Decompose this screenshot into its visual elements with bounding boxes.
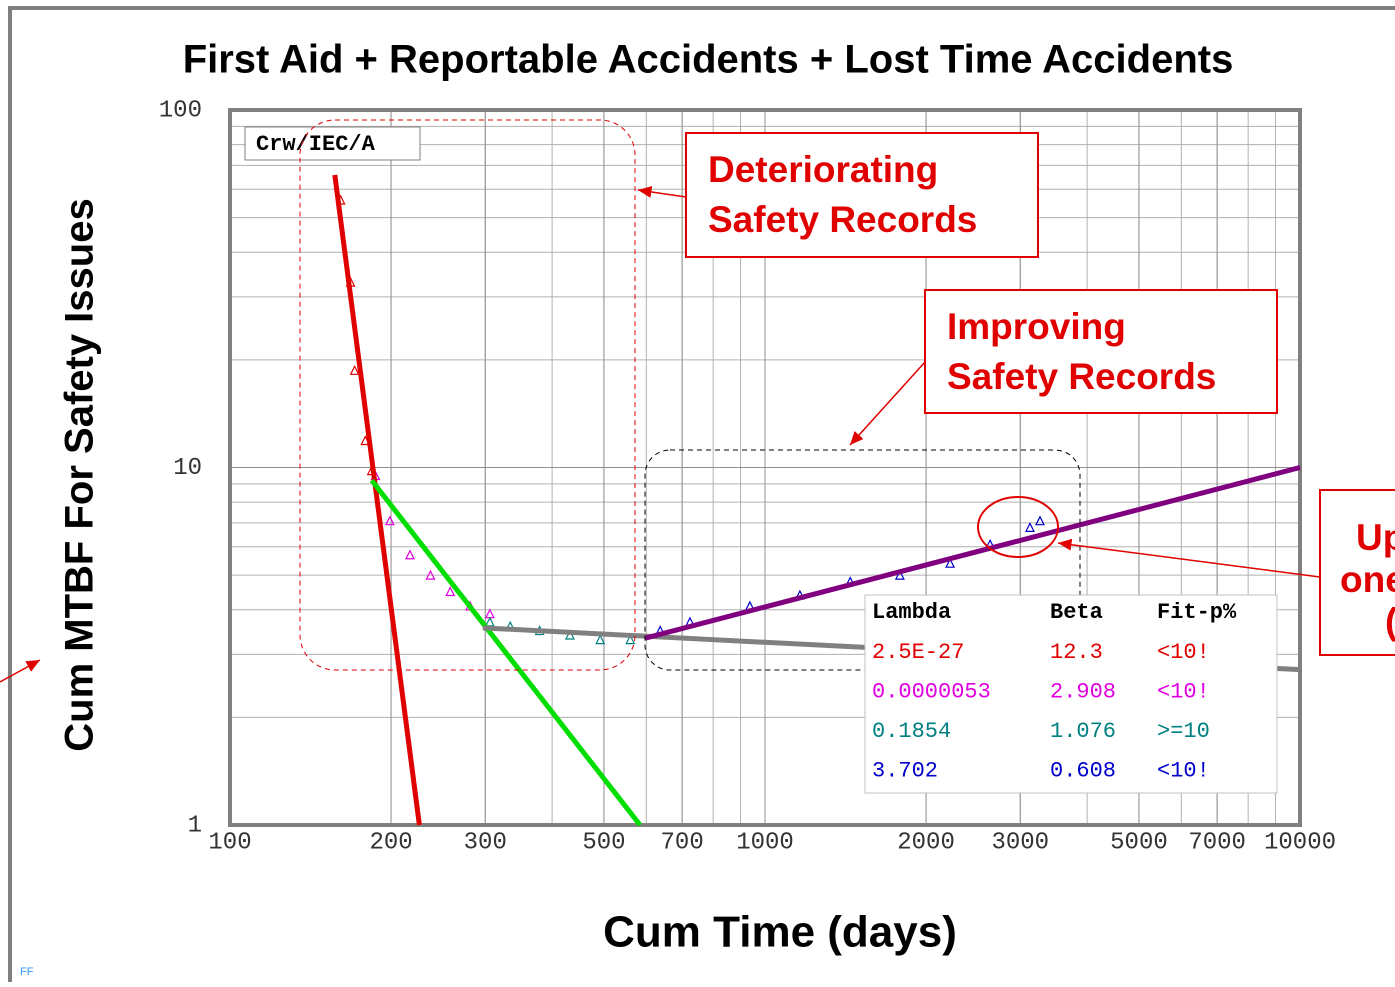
table-cell: <10! (1157, 758, 1210, 783)
x-tick-label: 500 (582, 829, 625, 856)
callout-text: Safety Records (947, 356, 1216, 397)
y-axis-label: Cum MTBF For Safety Issues (58, 198, 102, 751)
x-tick-label: 3000 (991, 829, 1049, 856)
chart-title: First Aid + Reportable Accidents + Lost … (183, 38, 1234, 82)
x-tick-label: 300 (464, 829, 507, 856)
callout-text: Up (1356, 517, 1395, 558)
deteriorating-region (299, 119, 636, 671)
arrow (0, 659, 41, 683)
callout-box (1319, 489, 1395, 656)
data-point (405, 549, 415, 560)
x-tick-label: 700 (661, 829, 704, 856)
data-point (625, 634, 636, 645)
callout-text: Improving (947, 306, 1126, 347)
table-cell: 0.608 (1050, 758, 1116, 783)
x-tick-label: 7000 (1188, 829, 1246, 856)
highlight-circle (977, 496, 1059, 558)
method-label: Crw/IEC/A (256, 132, 376, 157)
table-cell: 3.702 (872, 758, 938, 783)
table-header: Lambda (872, 600, 951, 625)
table-cell: <10! (1157, 640, 1210, 665)
fit-line (644, 465, 1301, 641)
fit-line (369, 478, 642, 827)
callout-box (685, 132, 1039, 258)
fit-line (332, 174, 422, 826)
table-cell: 12.3 (1050, 640, 1103, 665)
data-point (1024, 522, 1035, 532)
data-point (384, 515, 395, 526)
x-tick-label: 2000 (897, 829, 955, 856)
arrow (637, 186, 687, 198)
table-cell: <10! (1157, 679, 1210, 704)
table-cell: 2.5E-27 (872, 640, 964, 665)
data-point (565, 629, 575, 640)
table-cell: >=10 (1157, 719, 1210, 744)
fit-table-text: Lambda Beta Fit-p% 2.5E-27 12.3 <10! 0.0000053… (872, 600, 1237, 784)
fit-table (864, 594, 1278, 794)
x-axis-label: Cum Time (days) (603, 908, 957, 957)
x-tick-label: 5000 (1110, 829, 1168, 856)
callout-text: Safety Records (708, 199, 977, 240)
table-cell: 0.1854 (872, 719, 951, 744)
table-cell: 2.908 (1050, 679, 1116, 704)
data-point (945, 557, 956, 568)
callout-text: Deteriorating (708, 149, 938, 190)
x-tick-label: 200 (369, 829, 412, 856)
callout-text: ( (1385, 601, 1395, 642)
method-box (244, 126, 421, 161)
x-tick-label: 10000 (1264, 829, 1336, 856)
callout-box (924, 289, 1278, 414)
table-header: Beta (1050, 600, 1103, 625)
y-tick-label: 10 (173, 455, 202, 482)
table-cell: 1.076 (1050, 719, 1116, 744)
table-cell: 0.0000053 (872, 679, 991, 704)
x-tick-label: 100 (208, 829, 251, 856)
y-tick-label: 100 (159, 97, 202, 124)
data-point (894, 569, 905, 580)
y-tick-label: 1 (188, 812, 202, 839)
data-point (1035, 515, 1045, 526)
data-point (349, 364, 360, 375)
data-point (425, 569, 436, 580)
arrow (1057, 538, 1321, 578)
arrow (849, 361, 926, 446)
callout-text: one (1340, 559, 1395, 600)
data-point (595, 634, 606, 645)
improving-region (644, 449, 1081, 671)
footer-mark: FF (20, 966, 34, 978)
x-tick-label: 1000 (736, 829, 794, 856)
data-point (445, 586, 456, 597)
table-header: Fit-p% (1157, 600, 1237, 625)
